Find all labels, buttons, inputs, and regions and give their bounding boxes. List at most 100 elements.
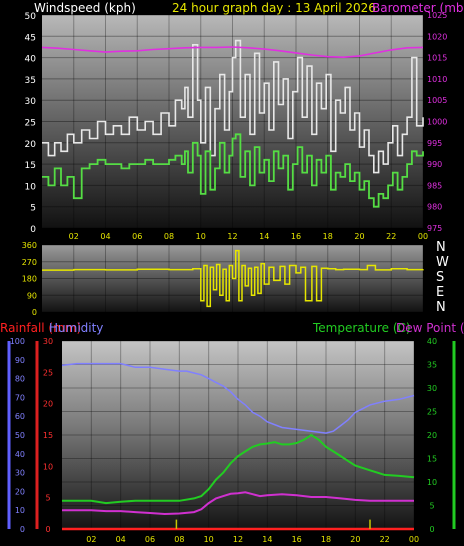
- wind-average-line: [42, 133, 424, 208]
- temperature-tick: 20: [427, 431, 437, 440]
- temperature-x-tick: 20: [350, 535, 360, 544]
- wind-x-tick: 14: [259, 232, 269, 241]
- direction-chart-grid: [42, 244, 424, 313]
- direction-letter-e: E: [436, 285, 444, 300]
- rainfall-tick: 10: [43, 462, 53, 471]
- direction-y-tick: 0: [32, 308, 37, 317]
- barometer-right-tick: 1010: [427, 75, 447, 84]
- barometer-right-tick: 1000: [427, 118, 447, 127]
- humidity-tick: 10: [15, 506, 25, 515]
- windspeed-axis-label: Windspeed (kph): [34, 1, 136, 15]
- wind-left-tick: 45: [25, 33, 36, 43]
- temperature-x-tick: 18: [321, 535, 331, 544]
- temperature-line: [62, 433, 415, 505]
- temperature-x-tick: 00: [409, 535, 419, 544]
- direction-y-tick: 360: [22, 241, 37, 250]
- temperature-x-tick: 08: [174, 535, 184, 544]
- humidity-axis-ticks: 0 10 20 30 40 50 60 70 80 90 100: [10, 337, 25, 534]
- wind-left-tick: 35: [25, 76, 36, 86]
- temperature-tick: 25: [427, 408, 437, 417]
- humidity-axis-label: Humidity: [49, 321, 103, 335]
- wind-left-tick: 30: [25, 97, 37, 107]
- direction-letter-n-bottom: N: [436, 300, 446, 315]
- barometer-right-tick: 980: [427, 203, 442, 212]
- wind-x-tick: 04: [100, 232, 110, 241]
- rainfall-tick: 15: [43, 431, 53, 440]
- temperature-tick: 15: [427, 455, 437, 464]
- humidity-tick: 90: [15, 356, 25, 365]
- temperature-tick: 35: [427, 361, 437, 370]
- wind-x-tick: 16: [291, 232, 301, 241]
- barometer-right-tick: 1020: [427, 32, 447, 41]
- temperature-x-tick: 16: [292, 535, 302, 544]
- direction-letters: N W S E N: [436, 240, 449, 315]
- rainfall-tick: 30: [43, 337, 53, 346]
- graph-title: 24 hour graph day : 13 April 2026: [172, 1, 376, 15]
- barometer-axis-label: Barometer (mb): [372, 1, 464, 15]
- barometer-right-tick: 990: [427, 160, 442, 169]
- wind-x-tick: 20: [354, 232, 364, 241]
- direction-letter-n-top: N: [436, 240, 446, 255]
- temperature-chart-x-ticks: 02 04 06 08 10 12 14 16 18 20 22 00: [86, 535, 419, 544]
- temperature-x-tick: 06: [145, 535, 155, 544]
- humidity-tick: 20: [15, 487, 25, 496]
- temperature-axis-ticks: 0 5 10 15 20 25 30 35 40: [427, 337, 437, 534]
- direction-line: [42, 249, 424, 308]
- temperature-axis-label: Temperature (C): [312, 321, 411, 335]
- humidity-tick: 50: [15, 431, 25, 440]
- rainfall-tick: 20: [43, 400, 53, 409]
- rainfall-tick: 0: [45, 525, 50, 534]
- wind-left-tick: 40: [25, 55, 37, 65]
- wind-x-tick: 12: [227, 232, 237, 241]
- direction-letter-w: W: [436, 255, 449, 270]
- humidity-tick: 70: [15, 393, 25, 402]
- temperature-x-tick: 04: [116, 535, 126, 544]
- humidity-tick: 30: [15, 469, 25, 478]
- wind-x-tick: 02: [69, 232, 79, 241]
- wind-left-tick: 50: [25, 12, 37, 22]
- temperature-tick: 5: [429, 502, 434, 511]
- dewpoint-line: [62, 491, 414, 516]
- humidity-line: [61, 362, 415, 434]
- barometer-right-tick: 1005: [427, 96, 447, 105]
- wind-x-tick: 06: [132, 232, 142, 241]
- barometer-right-tick: 975: [427, 224, 442, 233]
- wind-left-tick: 5: [30, 204, 36, 214]
- wind-x-tick: 22: [386, 232, 396, 241]
- humidity-tick: 60: [15, 412, 25, 421]
- wind-chart-series: [41, 39, 424, 208]
- wind-x-tick: 10: [196, 232, 206, 241]
- barometer-right-tick: 995: [427, 139, 442, 148]
- direction-chart-y-ticks: 0 90 180 270 360: [22, 241, 37, 317]
- wind-left-tick: 0: [30, 225, 36, 235]
- dewpoint-axis-label: Dew Point (C): [396, 321, 464, 335]
- temperature-tick: 10: [427, 478, 437, 487]
- rainfall-tick: 5: [45, 494, 50, 503]
- temperature-chart-plot-area: [62, 341, 414, 529]
- temperature-tick: 30: [427, 384, 437, 393]
- temperature-tick: 40: [427, 337, 437, 346]
- wind-x-tick: 08: [164, 232, 174, 241]
- wind-left-tick: 20: [25, 140, 37, 150]
- wind-left-tick: 10: [25, 182, 37, 192]
- wind-left-tick: 15: [25, 161, 36, 171]
- direction-letter-s: S: [436, 270, 444, 285]
- wind-x-tick: 00: [418, 232, 428, 241]
- temperature-x-tick: 02: [86, 535, 96, 544]
- barometer-right-tick: 1015: [427, 54, 447, 63]
- wind-left-tick: 25: [25, 119, 36, 129]
- barometer-right-tick: 1025: [427, 11, 447, 20]
- direction-y-tick: 270: [22, 258, 37, 267]
- temperature-x-tick: 14: [262, 535, 272, 544]
- humidity-tick: 0: [20, 525, 25, 534]
- wind-chart-x-ticks: 02 04 06 08 10 12 14 16 18 20 22 00: [69, 232, 428, 241]
- wind-chart-left-axis-ticks: 0 5 10 15 20 25 30 35 40 45 50: [25, 12, 37, 235]
- direction-y-tick: 180: [22, 275, 37, 284]
- barometer-right-tick: 985: [427, 181, 442, 190]
- wind-x-tick: 18: [323, 232, 333, 241]
- wind-chart-right-axis-ticks: 975 980 985 990 995 1000 1005 1010 1015 1020 1025: [427, 11, 447, 233]
- humidity-tick: 80: [15, 375, 25, 384]
- rainfall-axis-ticks: 0 5 10 15 20 25 30: [43, 337, 53, 534]
